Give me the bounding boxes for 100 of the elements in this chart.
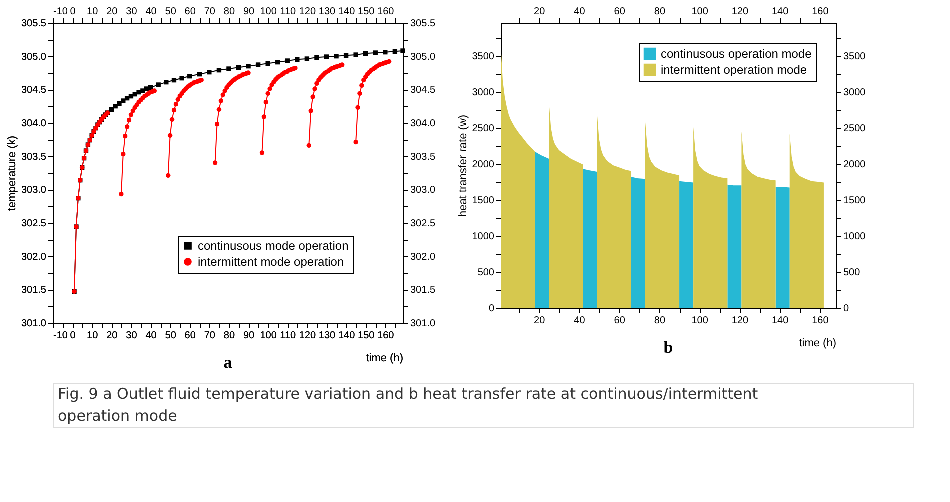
- x2-tick-label: 140: [772, 316, 790, 326]
- y-tick-label: 305.5: [21, 18, 47, 30]
- legend-label: intermittent operation mode: [661, 63, 808, 77]
- x2-tick-label: 150: [358, 330, 376, 342]
- text: b: [664, 338, 674, 357]
- x2-tick-label: 40: [146, 330, 158, 342]
- x2-tick-label: 60: [614, 316, 626, 326]
- x-tick-label: 160: [378, 6, 395, 18]
- point: [344, 53, 349, 58]
- y-tick-label: 500: [478, 268, 495, 279]
- y-tick-label: 3500: [472, 52, 495, 63]
- point: [334, 54, 339, 59]
- x-tick-label: 90: [243, 6, 256, 18]
- x2-tick-label: 130: [318, 330, 336, 342]
- point: [400, 48, 406, 54]
- x2-tick-label: 20: [534, 316, 546, 326]
- text: a: [224, 353, 233, 372]
- x2-tick-label: 140: [338, 330, 356, 342]
- point: [113, 104, 118, 109]
- legend-label: continusous operation mode: [661, 47, 812, 61]
- y-tick-label: 304.0: [21, 118, 47, 130]
- x2-tick-label: 30: [126, 330, 138, 342]
- y2-tick-label: 305.0: [410, 52, 436, 63]
- y2-tick-label: 301.5: [410, 285, 436, 296]
- x2-tick-label: 100: [692, 316, 709, 326]
- y2-tick-label: 3500: [844, 52, 866, 63]
- legend-label: intermittent mode operation: [198, 255, 344, 269]
- x2-tick-label: 80: [654, 316, 666, 326]
- x-tick-label: 140: [772, 6, 790, 18]
- x-tick-label: 120: [299, 6, 316, 18]
- x2-tick-label: 90: [243, 330, 256, 342]
- point: [180, 76, 184, 81]
- x-tick-label: 0: [70, 6, 76, 18]
- x-tick-label: 30: [126, 6, 138, 18]
- x-tick-label: 110: [280, 6, 297, 18]
- point: [246, 64, 251, 69]
- y-tick-label: 0: [488, 304, 495, 314]
- point: [295, 57, 300, 62]
- point: [156, 82, 161, 88]
- point: [276, 60, 280, 65]
- x-tick-label: 40: [146, 6, 158, 18]
- x2-tick-label: 100: [260, 330, 278, 342]
- x-axis-title: time (h): [799, 338, 836, 350]
- x2-tick-label: 60: [184, 330, 196, 342]
- x2-tick-label: 160: [378, 330, 395, 342]
- legend-label: continusous mode operation: [198, 239, 349, 253]
- y2-tick-label: 1000: [844, 232, 866, 243]
- x-tick-label: 50: [165, 6, 177, 18]
- x2-tick-label: 0: [70, 330, 76, 342]
- point: [256, 62, 261, 68]
- x-tick-label: 10: [87, 6, 99, 18]
- x2-tick-label: 120: [299, 330, 316, 342]
- y-tick-label: 1000: [472, 232, 495, 243]
- y-axis-title: temperature (k): [6, 136, 18, 212]
- x-axis-title: time (h): [366, 352, 404, 364]
- x2-tick-label: 50: [165, 330, 177, 342]
- x-tick-label: 120: [732, 6, 749, 18]
- point: [144, 86, 150, 92]
- y-axis-title: heat transfer rate (w): [457, 114, 470, 218]
- x-tick-label: 80: [224, 6, 236, 18]
- y-tick-label: 303.0: [21, 185, 47, 196]
- y2-tick-label: 2500: [844, 124, 866, 135]
- x2-tick-label: 110: [280, 330, 297, 342]
- x2-tick-label: 70: [204, 330, 216, 342]
- point: [373, 50, 378, 56]
- point: [207, 70, 212, 75]
- x2-tick-label: 160: [812, 316, 830, 326]
- y2-tick-label: 305.5: [410, 18, 436, 30]
- x2-tick-label: 20: [106, 330, 118, 342]
- x-tick-label: 60: [614, 6, 626, 18]
- x-tick-label: 80: [654, 6, 666, 18]
- y-tick-label: 302.5: [21, 218, 47, 230]
- x-tick-label: 20: [534, 6, 546, 18]
- x-tick-label: -10: [54, 6, 68, 18]
- point: [383, 50, 388, 55]
- x-tick-label: 160: [812, 6, 830, 18]
- y2-tick-label: 1500: [844, 196, 866, 207]
- point: [226, 66, 232, 72]
- x-tick-label: 100: [260, 6, 278, 18]
- x-tick-label: 100: [692, 6, 709, 18]
- y2-tick-label: 2000: [844, 160, 866, 171]
- point: [364, 51, 368, 56]
- y-tick-label: 305.0: [21, 52, 47, 63]
- y-tick-label: 301.5: [21, 285, 47, 296]
- x-tick-label: 130: [318, 6, 336, 18]
- point: [324, 54, 330, 60]
- x-tick-label: 150: [358, 6, 376, 18]
- point: [216, 68, 222, 73]
- x-tick-label: 70: [204, 6, 216, 18]
- point: [304, 56, 310, 62]
- x-tick-label: 40: [574, 6, 586, 18]
- x-tick-label: 20: [106, 6, 118, 18]
- y2-tick-label: 301.0: [410, 318, 436, 330]
- x2-tick-label: 80: [224, 330, 236, 342]
- x-tick-label: 140: [338, 6, 356, 18]
- y-tick-label: 1500: [472, 196, 495, 207]
- point: [392, 49, 398, 54]
- y2-tick-label: 303.0: [410, 185, 436, 196]
- point: [285, 58, 290, 64]
- y2-tick-label: 303.5: [410, 152, 436, 163]
